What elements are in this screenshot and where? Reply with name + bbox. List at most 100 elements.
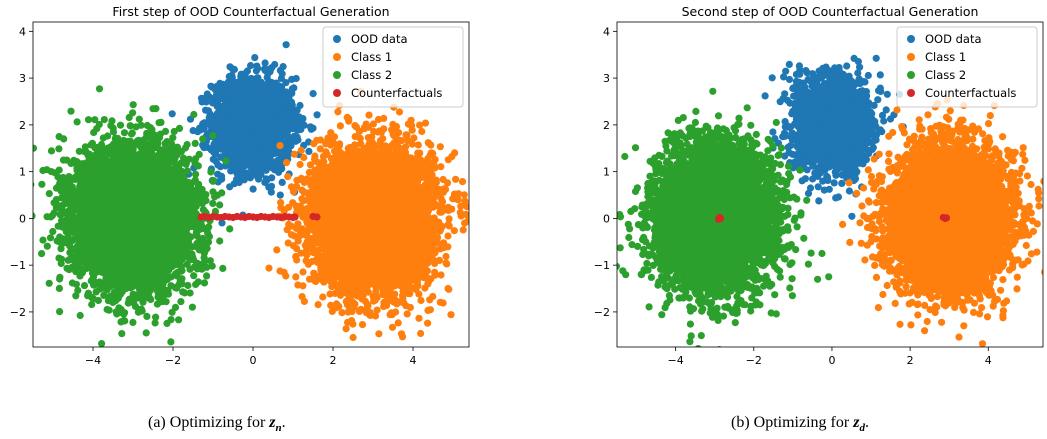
data-point [265, 145, 273, 153]
data-point [426, 306, 434, 314]
data-point [243, 96, 251, 104]
data-point [243, 121, 251, 130]
data-point [292, 74, 300, 83]
data-point [277, 204, 285, 212]
data-point [365, 111, 373, 119]
data-point [248, 163, 256, 171]
data-point [300, 297, 308, 305]
data-point [309, 90, 317, 98]
data-point [244, 80, 252, 88]
data-point [300, 121, 308, 129]
data-point [208, 113, 216, 121]
data-point [292, 273, 300, 281]
data-point [415, 314, 423, 322]
data-point [284, 173, 292, 181]
data-point [295, 113, 303, 121]
data-point [204, 107, 212, 115]
data-point [251, 89, 259, 98]
data-point [299, 268, 307, 276]
data-point [208, 83, 216, 91]
data-point [283, 90, 291, 98]
data-point [196, 124, 204, 132]
data-point [336, 122, 344, 130]
data-point [226, 63, 234, 71]
data-point [276, 142, 284, 150]
data-point [249, 144, 257, 152]
data-point [442, 252, 450, 261]
data-point [229, 103, 237, 111]
data-point [259, 108, 267, 116]
data-point [263, 176, 271, 184]
data-point [253, 62, 261, 70]
data-point [253, 74, 261, 82]
data-point [254, 96, 263, 105]
data-point [226, 183, 234, 191]
data-point [200, 144, 208, 152]
data-point [375, 330, 383, 338]
data-point [265, 161, 274, 169]
data-point [261, 154, 269, 162]
data-point [247, 62, 255, 70]
data-point [247, 150, 255, 158]
data-point [278, 178, 286, 186]
data-point [276, 191, 284, 199]
data-point [213, 93, 221, 101]
data-point [438, 198, 447, 206]
data-point [265, 264, 273, 272]
data-point [217, 145, 225, 153]
chart-panel-first-step: First step of OOD Counterfactual Generat… [10, 4, 470, 367]
data-point [279, 63, 287, 71]
data-point [444, 232, 452, 240]
data-point [239, 171, 247, 179]
data-point [443, 260, 451, 268]
data-point [261, 93, 269, 101]
data-point [297, 146, 305, 154]
data-point [296, 160, 304, 169]
data-point [394, 319, 402, 327]
data-point [267, 132, 276, 140]
data-point [306, 123, 315, 131]
data-point [373, 306, 381, 314]
data-point [275, 82, 283, 90]
data-point [243, 109, 251, 117]
data-point [234, 120, 242, 128]
data-point [255, 152, 263, 160]
data-point [189, 127, 197, 135]
data-point [282, 123, 290, 131]
data-point [224, 87, 232, 95]
data-point [272, 94, 280, 102]
data-point [202, 98, 210, 106]
data-point [427, 141, 435, 149]
data-point [214, 161, 222, 169]
data-point [282, 79, 290, 87]
data-point [241, 146, 249, 154]
data-point [209, 155, 217, 163]
data-point [241, 69, 250, 77]
data-point [358, 321, 367, 329]
data-point [260, 119, 268, 127]
data-point [319, 293, 327, 301]
data-point [417, 329, 425, 338]
data-point [388, 323, 397, 331]
data-point [209, 99, 217, 107]
chart-title: First step of OOD Counterfactual Generat… [112, 4, 389, 19]
data-point [282, 159, 291, 167]
data-point [293, 256, 301, 264]
series-ood-data [168, 41, 321, 227]
data-point [233, 150, 241, 158]
data-point [452, 175, 460, 183]
data-point [299, 282, 307, 290]
data-point [214, 109, 222, 117]
data-point [287, 98, 296, 106]
data-point [227, 167, 235, 175]
data-point [281, 111, 289, 119]
data-point [284, 239, 292, 247]
data-point [282, 41, 290, 49]
data-point [239, 139, 247, 147]
data-point [274, 165, 283, 173]
data-point [271, 60, 279, 69]
data-point [273, 246, 281, 254]
data-point [218, 130, 226, 138]
data-point [237, 86, 246, 94]
data-point [278, 97, 286, 106]
